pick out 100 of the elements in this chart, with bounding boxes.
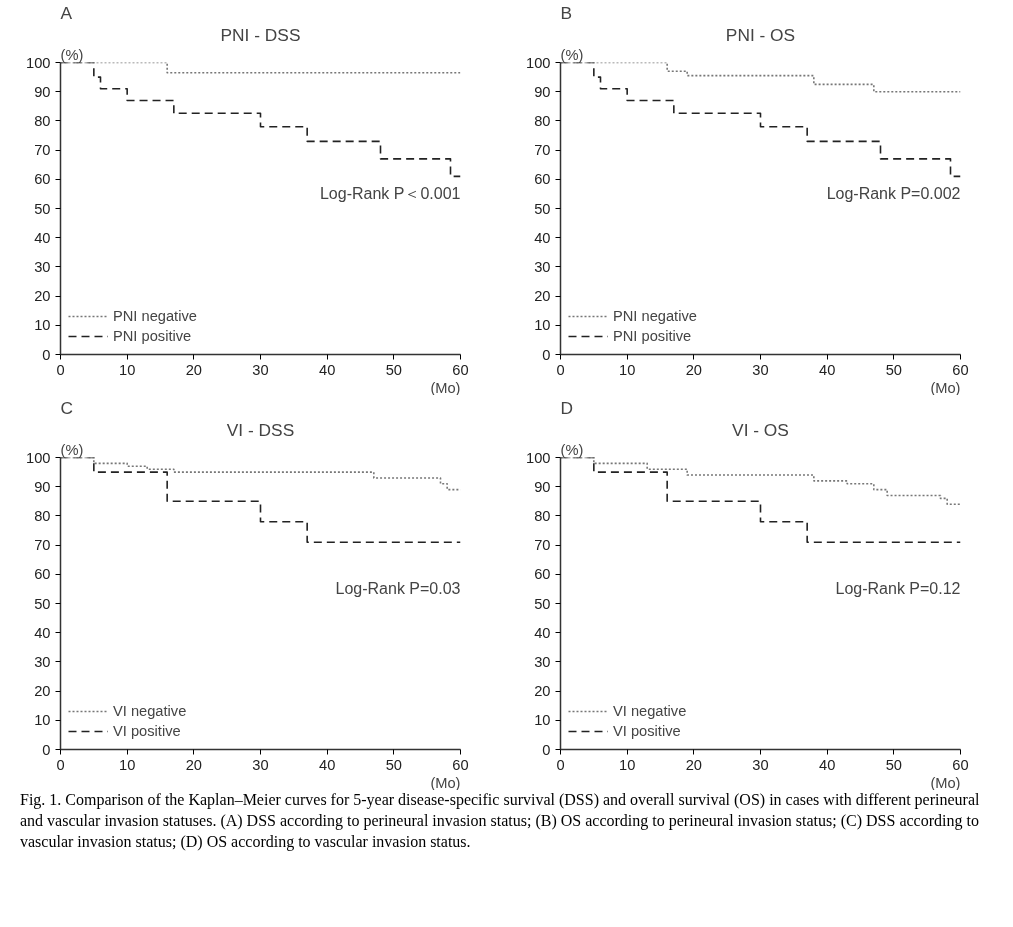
- y-tick-label: 10: [534, 317, 551, 334]
- legend-label: PNI positive: [613, 328, 692, 344]
- x-tick-label: 40: [819, 756, 836, 773]
- x-tick-label: 30: [252, 361, 269, 378]
- caption: Fig. 1. Comparison of the Kaplan–Meier curves for 5-year disease-specific survival (DSS) and overall survival (OS) in cases with different perineural and vascular invasion statuses. (A) DSS according to perineural invasion status; (B) OS according to perineural invasion status; (C) DSS according to vascular invasion status; (D) OS according to vascular invasion status.: [20, 790, 980, 853]
- x-tick-label: 60: [452, 756, 469, 773]
- y-axis-title: (%): [560, 441, 584, 458]
- x-axis-title: (Mo): [930, 774, 961, 791]
- y-tick-label: 70: [534, 142, 551, 159]
- x-axis-title: (Mo): [430, 379, 461, 396]
- x-tick-label: 20: [185, 361, 202, 378]
- y-tick-label: 90: [34, 478, 51, 495]
- x-tick-label: 10: [619, 361, 636, 378]
- y-tick-label: 20: [34, 288, 51, 305]
- x-tick-label: 30: [752, 756, 769, 773]
- x-tick-label: 0: [556, 756, 565, 773]
- y-tick-label: 0: [42, 741, 51, 758]
- y-tick-label: 80: [534, 112, 551, 129]
- x-tick-label: 10: [119, 756, 136, 773]
- x-tick-label: 50: [385, 756, 402, 773]
- x-tick-label: 40: [319, 756, 336, 773]
- y-axis-title: (%): [60, 46, 84, 63]
- legend-label: VI positive: [113, 723, 181, 739]
- x-tick-label: 30: [252, 756, 269, 773]
- y-tick-label: 100: [26, 54, 51, 71]
- x-tick-label: 50: [885, 756, 902, 773]
- legend-label: VI positive: [613, 723, 681, 739]
- y-tick-label: 40: [534, 624, 551, 641]
- y-tick-label: 50: [534, 595, 551, 612]
- text: B: [560, 2, 573, 23]
- x-tick-label: 0: [556, 361, 565, 378]
- text: D: [560, 397, 574, 418]
- legend-label: PNI negative: [613, 308, 697, 324]
- y-tick-label: 30: [34, 258, 51, 275]
- chart-title: PNI - DSS: [220, 24, 301, 45]
- y-tick-label: 70: [34, 142, 51, 159]
- y-tick-label: 60: [534, 171, 551, 188]
- text: A: [60, 2, 73, 23]
- y-axis-title: (%): [560, 46, 584, 63]
- legend-label: VI negative: [613, 703, 687, 719]
- x-tick-label: 50: [385, 361, 402, 378]
- y-tick-label: 30: [534, 258, 551, 275]
- y-tick-label: 10: [534, 712, 551, 729]
- annotation: Log-Rank P=0.03: [335, 580, 461, 598]
- x-tick-label: 50: [885, 361, 902, 378]
- x-axis-title: (Mo): [430, 774, 461, 791]
- y-tick-label: 50: [34, 595, 51, 612]
- x-tick-label: 60: [952, 756, 969, 773]
- y-tick-label: 100: [26, 449, 51, 466]
- x-tick-label: 10: [119, 361, 136, 378]
- y-tick-label: 60: [534, 566, 551, 583]
- y-tick-label: 50: [534, 200, 551, 217]
- x-tick-label: 20: [685, 756, 702, 773]
- y-tick-label: 20: [534, 683, 551, 700]
- y-tick-label: 90: [534, 478, 551, 495]
- text: C: [60, 397, 74, 418]
- x-tick-label: 40: [319, 361, 336, 378]
- y-tick-label: 20: [34, 683, 51, 700]
- legend-label: PNI positive: [113, 328, 192, 344]
- legend-label: PNI negative: [113, 308, 197, 324]
- y-tick-label: 30: [34, 653, 51, 670]
- chart-title: VI - DSS: [226, 419, 295, 440]
- x-tick-label: 0: [56, 361, 65, 378]
- legend-label: VI negative: [113, 703, 187, 719]
- x-tick-label: 60: [452, 361, 469, 378]
- x-axis-title: (Mo): [930, 379, 961, 396]
- y-tick-label: 10: [34, 712, 51, 729]
- y-tick-label: 40: [34, 229, 51, 246]
- y-tick-label: 90: [534, 83, 551, 100]
- x-tick-label: 20: [185, 756, 202, 773]
- y-tick-label: 30: [534, 653, 551, 670]
- y-tick-label: 100: [526, 449, 551, 466]
- y-tick-label: 60: [34, 566, 51, 583]
- x-tick-label: 60: [952, 361, 969, 378]
- y-tick-label: 80: [534, 507, 551, 524]
- y-tick-label: 40: [534, 229, 551, 246]
- chart-title: VI - OS: [732, 419, 789, 440]
- x-tick-label: 30: [752, 361, 769, 378]
- y-tick-label: 70: [34, 537, 51, 554]
- x-tick-label: 10: [619, 756, 636, 773]
- y-tick-label: 60: [34, 171, 51, 188]
- y-tick-label: 50: [34, 200, 51, 217]
- chart-title: PNI - OS: [725, 24, 796, 45]
- x-tick-label: 0: [56, 756, 65, 773]
- annotation: Log-Rank P＜0.001: [319, 185, 461, 203]
- y-tick-label: 90: [34, 83, 51, 100]
- y-tick-label: 20: [534, 288, 551, 305]
- x-tick-label: 20: [685, 361, 702, 378]
- y-tick-label: 70: [534, 537, 551, 554]
- y-tick-label: 100: [526, 54, 551, 71]
- y-tick-label: 80: [34, 507, 51, 524]
- y-tick-label: 80: [34, 112, 51, 129]
- annotation: Log-Rank P=0.002: [826, 185, 961, 203]
- x-tick-label: 40: [819, 361, 836, 378]
- annotation: Log-Rank P=0.12: [835, 580, 961, 598]
- y-axis-title: (%): [60, 441, 84, 458]
- y-tick-label: 0: [42, 346, 51, 363]
- y-tick-label: 0: [542, 741, 551, 758]
- y-tick-label: 40: [34, 624, 51, 641]
- y-tick-label: 0: [542, 346, 551, 363]
